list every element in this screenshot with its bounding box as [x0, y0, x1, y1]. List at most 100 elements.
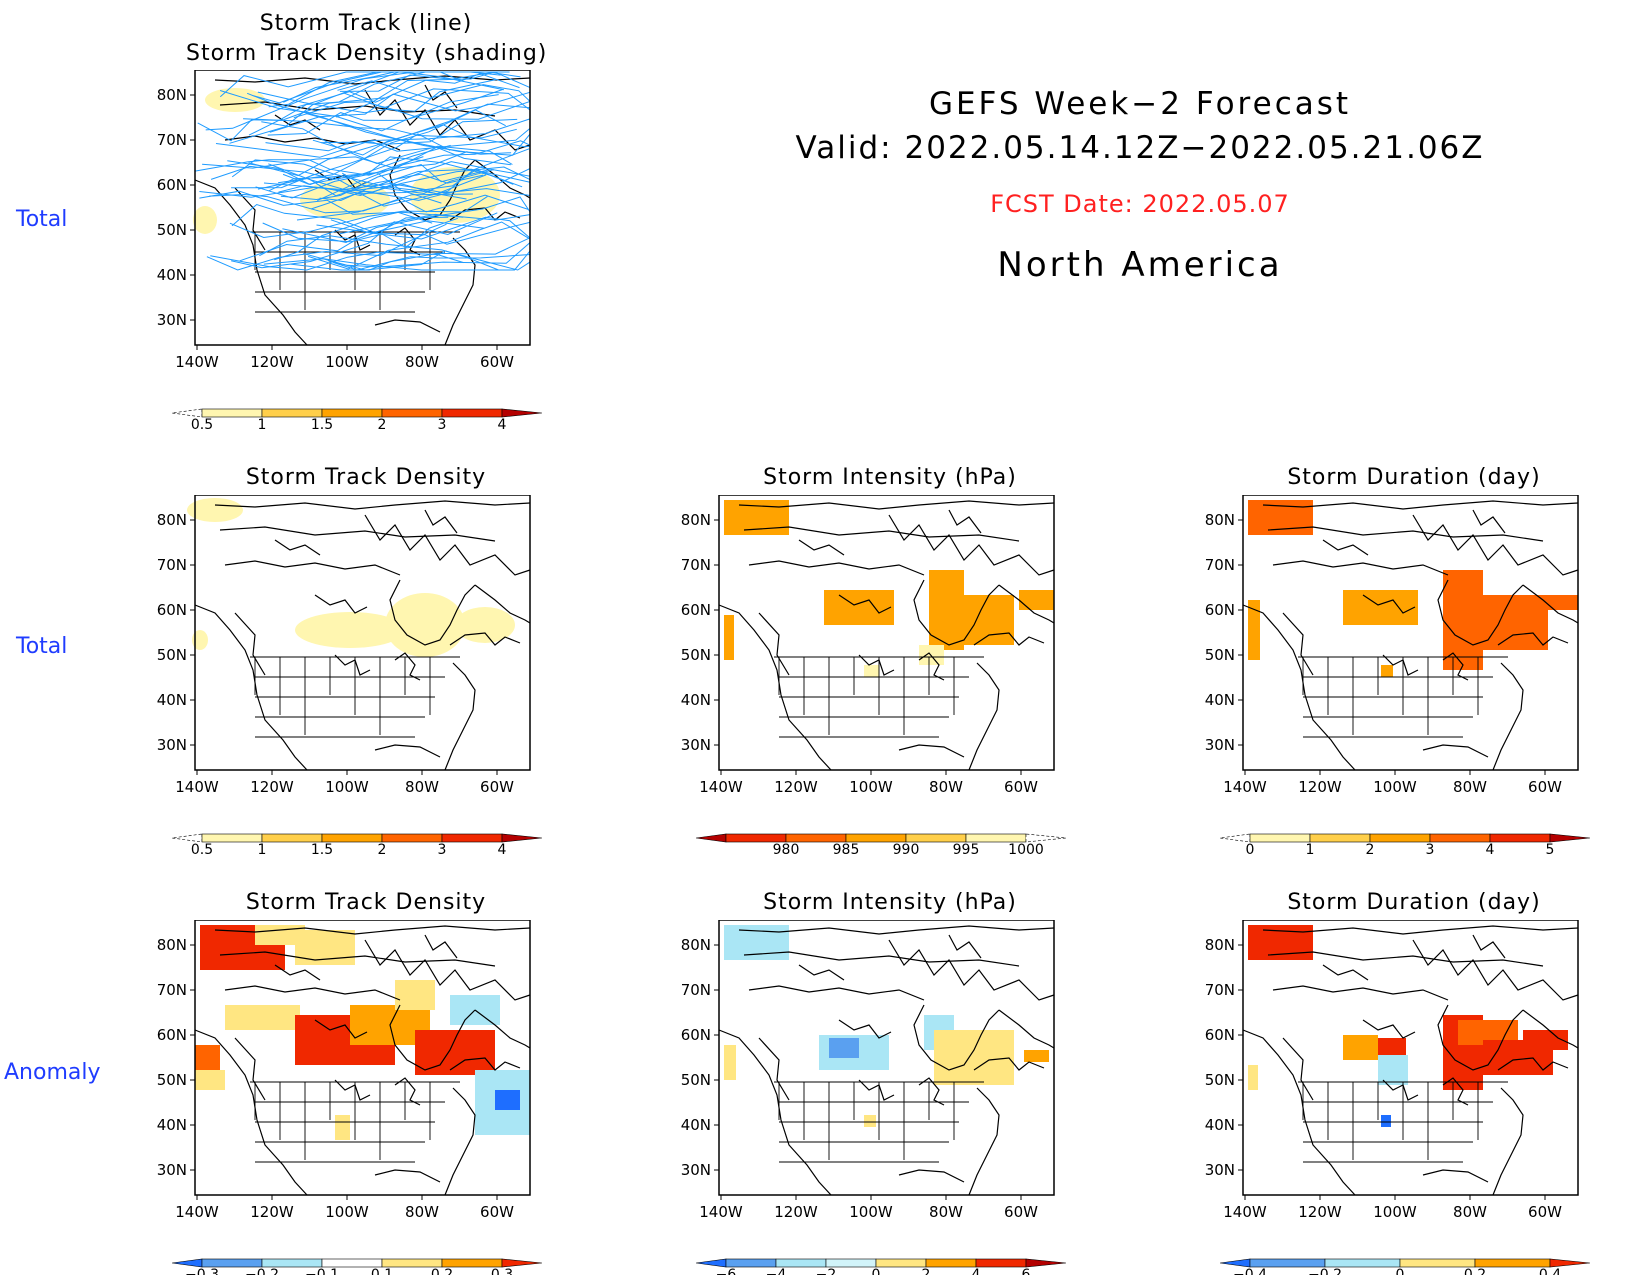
colorbar-segment: [1429, 833, 1491, 843]
coastline: [234, 187, 266, 251]
storm-track-line: [219, 90, 499, 132]
shading-cell: [1248, 600, 1260, 660]
coastline: [888, 939, 1055, 1001]
forecast-title: GEFS Week−2 Forecast: [928, 86, 1352, 122]
storm-track-line: [194, 156, 424, 176]
coastline: [474, 1009, 531, 1049]
lat-tick-label: 40N: [1205, 691, 1235, 709]
lat-tick-label: 70N: [1205, 556, 1235, 574]
lat-tick-label: 70N: [157, 981, 187, 999]
coastline: [968, 1087, 1000, 1196]
storm-track-line: [257, 79, 497, 114]
storm-track-line: [243, 118, 517, 139]
colorbar-label: 1: [1306, 842, 1315, 858]
coastline: [1497, 1057, 1569, 1071]
density-blob: [205, 88, 265, 112]
shading-layer: [187, 498, 515, 657]
storm-track-line: [239, 216, 449, 262]
coastline: [838, 1019, 892, 1039]
lat-tick-label: 30N: [1205, 1161, 1235, 1179]
coastline: [444, 662, 476, 771]
coastline: [444, 1087, 476, 1196]
colorbar-label: −0.1: [305, 1267, 339, 1275]
colorbar-segment: [321, 1258, 383, 1268]
coastline: [998, 1009, 1055, 1049]
lon-tick-label: 60W: [480, 353, 514, 371]
storm-track-line: [282, 196, 531, 244]
shading-cell: [954, 595, 1014, 645]
storm-track-line: [283, 71, 510, 103]
coastline: [274, 539, 321, 556]
coastline: [1422, 1169, 1489, 1183]
panel-title-tracks-shading: Storm Track Density (shading): [186, 41, 548, 66]
colorbar-end-high: [501, 833, 543, 843]
lon-tick-label: 120W: [250, 778, 294, 796]
storm-track-line: [274, 211, 433, 261]
colorbar-tracks: 0.5 1 1.5 2 3 4: [172, 408, 543, 433]
lat-tick-label: 80N: [681, 936, 711, 954]
colorbar-label: 1: [258, 842, 267, 858]
colorbar-segment: [905, 833, 967, 843]
lon-tick-label: 100W: [1373, 1203, 1417, 1221]
colorbar-label: 3: [438, 417, 447, 433]
coastline: [274, 964, 321, 981]
lat-tick-label: 30N: [157, 1161, 187, 1179]
lat-tick-label: 70N: [681, 981, 711, 999]
forecast-date: FCST Date: 2022.05.07: [990, 190, 1290, 218]
colorbar-label: 980: [773, 842, 800, 858]
shading-cell: [195, 1070, 225, 1090]
colorbar-segment: [381, 1258, 443, 1268]
lat-tick-label: 50N: [681, 646, 711, 664]
coastline: [758, 1037, 790, 1101]
coastline: [374, 319, 441, 333]
colorbar-label: 0.3: [491, 1267, 513, 1275]
storm-track-line: [259, 235, 499, 271]
colorbar-label: 4: [972, 1267, 981, 1275]
density-blob: [192, 630, 208, 650]
map-panel-duration-anomaly: 80N 70N 60N 50N 40N 30N 140W 120W 100W 80W 60W: [1205, 920, 1579, 1221]
map-frame: [194, 70, 531, 346]
shading-cell: [1024, 1050, 1049, 1062]
shading-cell: [919, 645, 944, 665]
lon-tick-label: 100W: [849, 1203, 893, 1221]
map-panel-density-anomaly: 80N 70N 60N 50N 40N 30N 140W 120W 100W 80W 60W: [157, 920, 531, 1221]
coastline: [449, 1057, 521, 1071]
coastline: [234, 1037, 266, 1101]
panel-title-intensity-total: Storm Intensity (hPa): [763, 465, 1017, 490]
colorbar-segment: [381, 833, 443, 843]
lat-tick-label: 50N: [1205, 1071, 1235, 1089]
colorbar-segment: [725, 833, 787, 843]
colorbar-segment: [1309, 833, 1371, 843]
coastline: [1472, 509, 1506, 534]
colorbar-segment: [201, 408, 263, 418]
state-borders: [250, 231, 460, 313]
colorbar-label: 985: [833, 842, 860, 858]
coastline: [973, 1057, 1045, 1071]
row-label-total-1: Total: [16, 207, 68, 232]
lat-tick-label: 40N: [1205, 1116, 1235, 1134]
shading-cell: [1343, 590, 1418, 625]
lat-tick-label: 40N: [157, 691, 187, 709]
shading-cell: [1483, 595, 1548, 650]
shading-cell: [1548, 595, 1578, 610]
map-panel-intensity-total: 80N 70N 60N 50N 40N 30N 140W 120W 100W 80W 60W: [681, 495, 1055, 796]
lon-tick-label: 80W: [929, 1203, 963, 1221]
lat-tick-label: 60N: [157, 1026, 187, 1044]
coastline: [1497, 632, 1569, 646]
coastline: [948, 509, 982, 534]
coastline: [738, 500, 1055, 510]
storm-track-line: [268, 71, 505, 108]
colorbar-label: 995: [953, 842, 980, 858]
colorbar-label: 1000: [1008, 842, 1044, 858]
colorbar-segment: [261, 1258, 323, 1268]
state-borders: [250, 656, 460, 738]
panel-title-density-total: Storm Track Density: [245, 465, 487, 490]
coastline: [1472, 934, 1506, 959]
colorbar-segment: [381, 408, 443, 418]
coastline: [214, 500, 531, 510]
lon-tick-label: 100W: [1373, 778, 1417, 796]
lat-tick-label: 30N: [157, 311, 187, 329]
row-label-anomaly: Anomaly: [4, 1060, 101, 1085]
coastline: [1322, 964, 1369, 981]
shading-layer: [1248, 925, 1568, 1127]
